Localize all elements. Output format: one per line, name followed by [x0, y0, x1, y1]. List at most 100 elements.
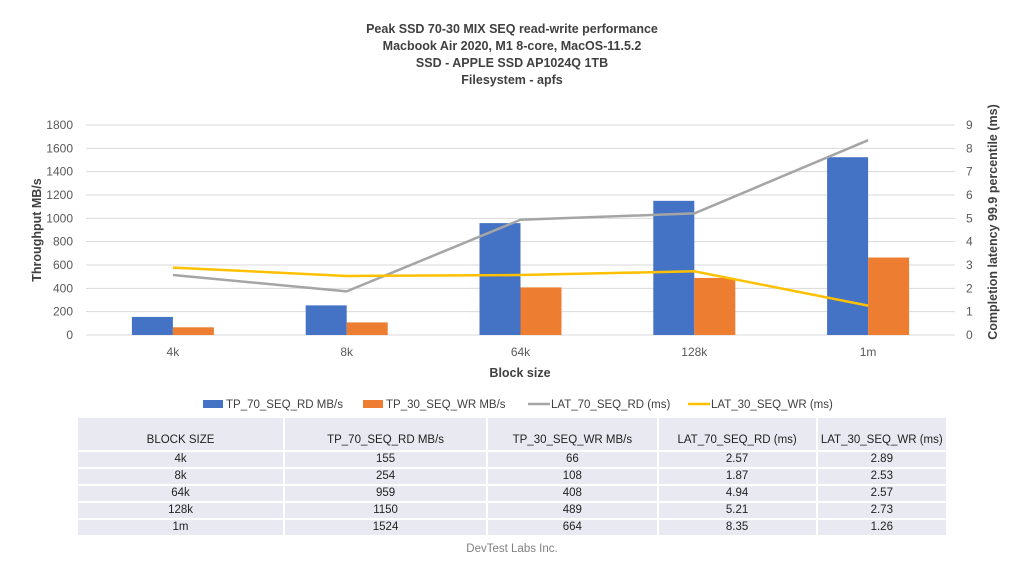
table-header-row: BLOCK SIZE TP_70_SEQ_RD MB/s TP_30_SEQ_WR … — [78, 418, 946, 452]
y-tick-label: 1200 — [46, 188, 73, 202]
table-cell: 2.57 — [658, 452, 818, 469]
y2-tick-label: 5 — [966, 211, 973, 225]
legend-swatch — [363, 400, 383, 408]
y-axis-left-title: Throughput MB/s — [30, 178, 44, 281]
legend-label: LAT_70_SEQ_RD (ms) — [551, 399, 670, 411]
legend-item: TP_70_SEQ_RD MB/s — [203, 399, 343, 411]
table-cell: 664 — [488, 520, 659, 537]
legend-swatch — [203, 400, 223, 408]
legend-label: TP_70_SEQ_RD MB/s — [226, 399, 343, 411]
line-lat-70-seq-rd — [172, 139, 869, 293]
chart-title-line: Filesystem - apfs — [461, 73, 562, 87]
table-cell: 66 — [488, 452, 659, 469]
table-cell: 2.89 — [817, 452, 946, 469]
table-row: 8k 254 108 1.87 2.53 — [78, 469, 946, 486]
table-cell: 2.57 — [817, 486, 946, 503]
table-cell: 2.53 — [817, 469, 946, 486]
x-axis-ticks: 4k 8k 64k 128k 1m — [167, 345, 877, 359]
legend-label: TP_30_SEQ_WR MB/s — [386, 399, 506, 411]
bar-tp-70-seq-rd-1m — [827, 157, 869, 335]
table-cell: 1150 — [285, 503, 489, 520]
y-tick-label: 1600 — [46, 141, 73, 155]
y-tick-label: 1800 — [46, 118, 73, 132]
table-cell: 2.73 — [817, 503, 946, 520]
table-header-cell: LAT_70_SEQ_RD (ms) — [658, 418, 818, 452]
table-cell: 1m — [78, 520, 286, 537]
chart-title-line: Macbook Air 2020, M1 8-core, MacOS-11.5.… — [383, 39, 642, 53]
table-header-cell: TP_30_SEQ_WR MB/s — [488, 418, 659, 452]
bar-tp-30-seq-wr-128k — [694, 277, 736, 335]
bar-tp-70-seq-rd-4k — [131, 316, 173, 335]
legend: TP_70_SEQ_RD MB/s TP_30_SEQ_WR MB/s LAT_70… — [203, 399, 833, 411]
table-cell: 64k — [78, 486, 286, 503]
table-row: 64k 959 408 4.94 2.57 — [78, 486, 946, 503]
x-tick-label: 4k — [167, 345, 181, 359]
lines — [172, 139, 869, 307]
bar-tp-70-seq-rd-8k — [305, 305, 347, 335]
table-cell: 1.26 — [817, 520, 946, 537]
y-axis-right-ticks: 0 1 2 3 4 5 6 7 8 9 — [966, 118, 973, 342]
table-header-cell: LAT_30_SEQ_WR (ms) — [817, 418, 946, 452]
bar-tp-70-seq-rd-64k — [479, 223, 521, 335]
y-tick-label: 800 — [53, 235, 73, 249]
x-tick-label: 64k — [511, 345, 531, 359]
table-cell: 5.21 — [658, 503, 818, 520]
y-tick-label: 200 — [53, 305, 73, 319]
table-row: 128k 1150 489 5.21 2.73 — [78, 503, 946, 520]
x-axis-title: Block size — [489, 366, 550, 380]
x-tick-label: 128k — [681, 345, 708, 359]
table-cell: 489 — [488, 503, 659, 520]
bar-tp-70-seq-rd-128k — [653, 200, 695, 335]
bars — [131, 157, 910, 335]
bar-tp-30-seq-wr-1m — [868, 257, 910, 335]
y-tick-label: 1000 — [46, 211, 73, 225]
table-cell: 1524 — [285, 520, 489, 537]
chart-title: Peak SSD 70-30 MIX SEQ read-write perfor… — [366, 22, 658, 87]
y2-tick-label: 3 — [966, 258, 973, 272]
table-cell: 108 — [488, 469, 659, 486]
y-tick-label: 400 — [53, 281, 73, 295]
data-table: BLOCK SIZE TP_70_SEQ_RD MB/s TP_30_SEQ_WR … — [78, 418, 946, 537]
y2-tick-label: 9 — [966, 118, 973, 132]
footer-credit: DevTest Labs Inc. — [466, 543, 558, 555]
legend-item: LAT_30_SEQ_WR (ms) — [688, 399, 833, 411]
y2-tick-label: 2 — [966, 281, 973, 295]
table-cell: 128k — [78, 503, 286, 520]
x-tick-label: 1m — [860, 345, 877, 359]
x-tick-label: 8k — [340, 345, 354, 359]
chart-title-line: Peak SSD 70-30 MIX SEQ read-write perfor… — [366, 22, 658, 36]
y2-tick-label: 7 — [966, 165, 973, 179]
y2-tick-label: 6 — [966, 188, 973, 202]
chart-title-line: SSD - APPLE SSD AP1024Q 1TB — [416, 56, 608, 70]
y2-tick-label: 1 — [966, 305, 973, 319]
table-row: 4k 155 66 2.57 2.89 — [78, 452, 946, 469]
table-header-cell: TP_70_SEQ_RD MB/s — [285, 418, 489, 452]
table-cell: 959 — [285, 486, 489, 503]
legend-item: TP_30_SEQ_WR MB/s — [363, 399, 506, 411]
table-cell: 155 — [285, 452, 489, 469]
table-cell: 8k — [78, 469, 286, 486]
bar-tp-30-seq-wr-8k — [346, 322, 388, 335]
y-tick-label: 0 — [66, 328, 73, 342]
y-tick-label: 1400 — [46, 165, 73, 179]
line-lat-30-seq-wr — [172, 266, 869, 307]
chart: Peak SSD 70-30 MIX SEQ read-write perfor… — [30, 22, 1000, 411]
table-cell: 1.87 — [658, 469, 818, 486]
y-axis-right-title: Completion latency 99.9 percentile (ms) — [986, 104, 1000, 340]
bar-tp-30-seq-wr-4k — [172, 327, 214, 335]
legend-item: LAT_70_SEQ_RD (ms) — [528, 399, 670, 411]
y-tick-label: 600 — [53, 258, 73, 272]
table-cell: 8.35 — [658, 520, 818, 537]
y-axis-left-ticks: 0 200 400 600 800 1000 1200 1400 1600 1800 — [46, 118, 73, 342]
y2-tick-label: 0 — [966, 328, 973, 342]
table-row: 1m 1524 664 8.35 1.26 — [78, 520, 946, 537]
bar-tp-30-seq-wr-64k — [520, 287, 562, 335]
table-cell: 408 — [488, 486, 659, 503]
y2-tick-label: 8 — [966, 141, 973, 155]
table-cell: 254 — [285, 469, 489, 486]
table-cell: 4.94 — [658, 486, 818, 503]
table-cell: 4k — [78, 452, 286, 469]
table-header-cell: BLOCK SIZE — [78, 418, 286, 452]
y2-tick-label: 4 — [966, 235, 973, 249]
legend-label: LAT_30_SEQ_WR (ms) — [711, 399, 833, 411]
